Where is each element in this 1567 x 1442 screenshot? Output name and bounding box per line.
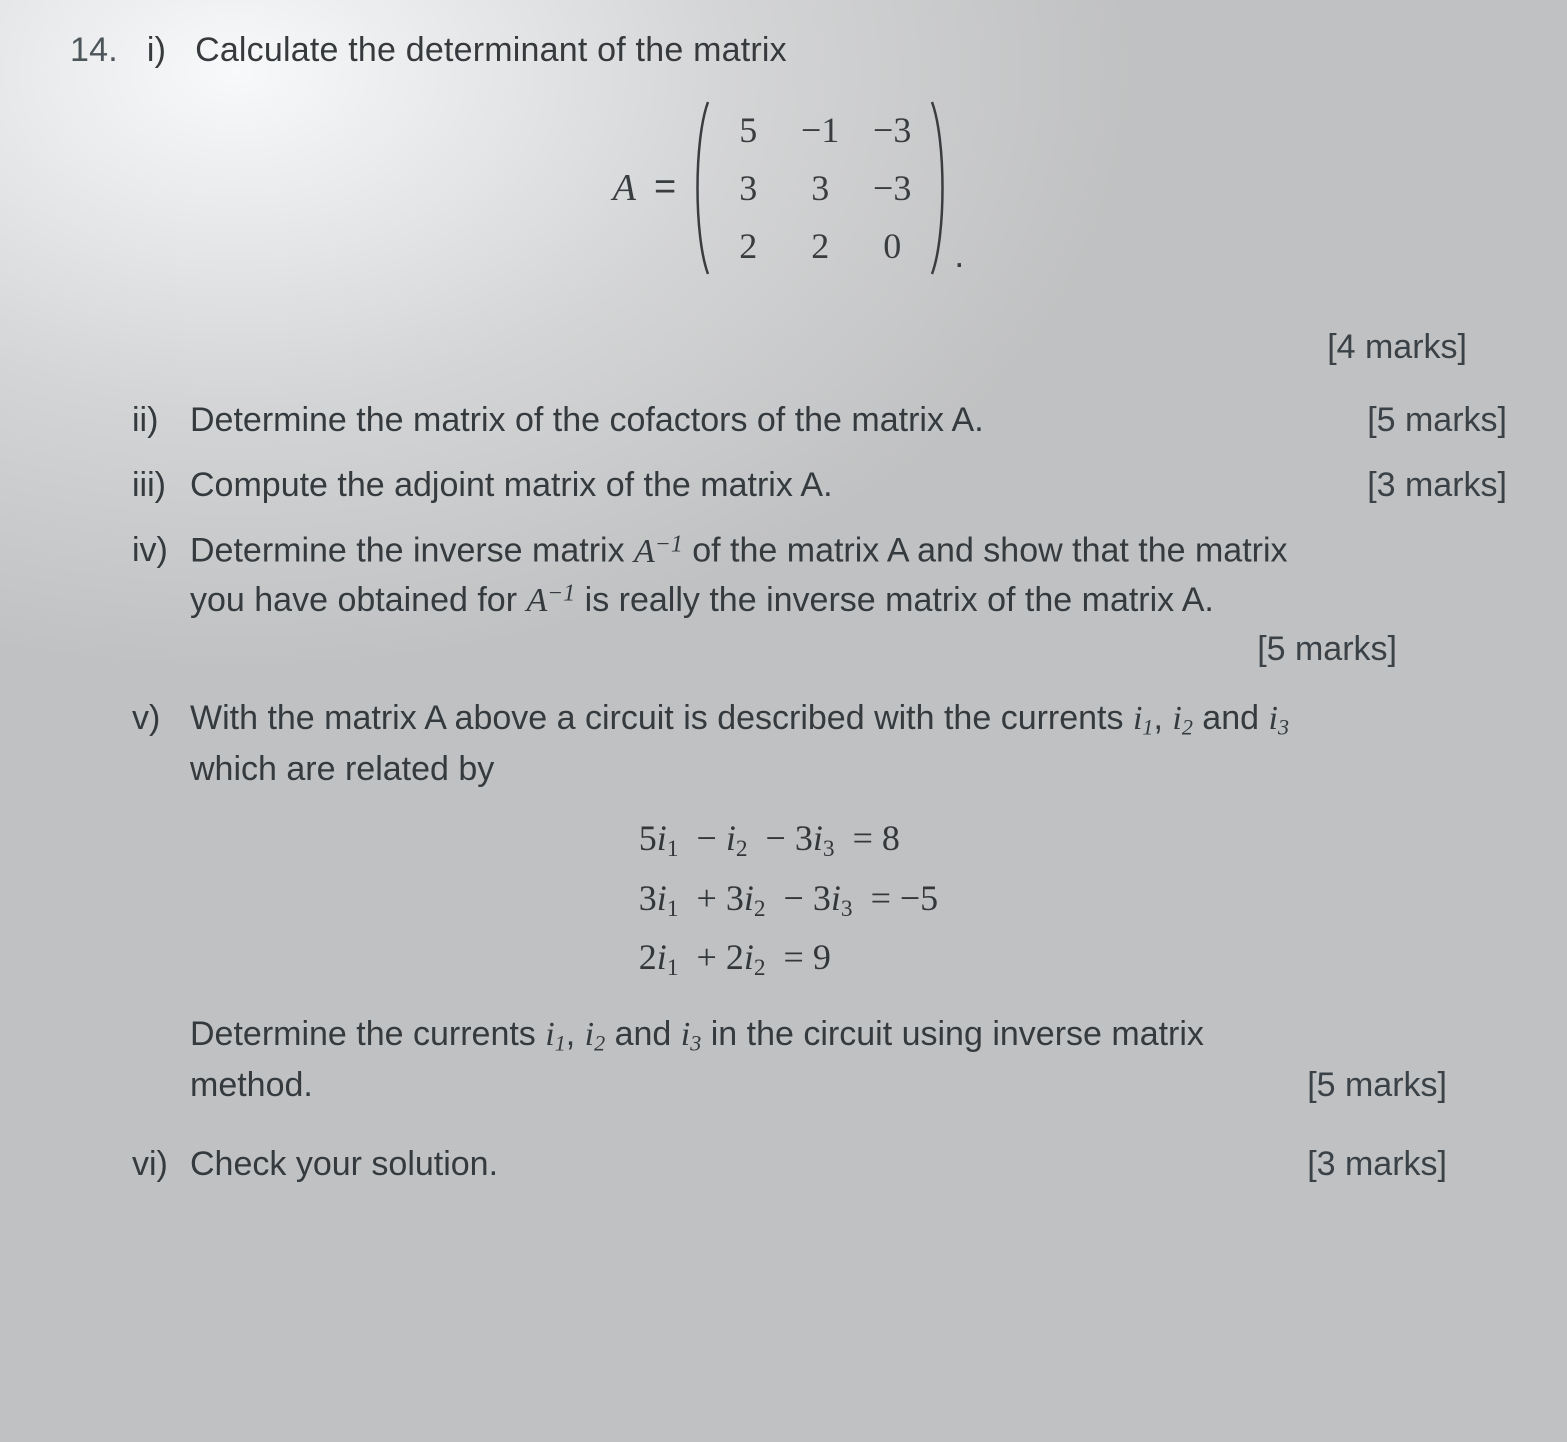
current-i2: i2 bbox=[585, 1016, 606, 1053]
matrix-cell: 2 bbox=[739, 225, 757, 267]
matrix-cell: −1 bbox=[801, 109, 839, 151]
part-v-determine: Determine the currents i1, i2 and i3 in … bbox=[190, 1009, 1507, 1060]
matrix-label: A bbox=[613, 166, 636, 210]
matrix-block: A = 5 −1 −3 3 3 −3 2 2 0 bbox=[70, 100, 1507, 276]
current-i1: i1 bbox=[1133, 700, 1154, 737]
matrix-period: . bbox=[954, 234, 964, 276]
part-iii: iii) Compute the adjoint matrix of the m… bbox=[132, 466, 1507, 505]
part-i-line: 14. i) Calculate the determinant of the … bbox=[70, 28, 1507, 74]
matrix-equals: = bbox=[654, 166, 676, 209]
equation-1: 5i1 − i2 − 3i3 = 8 bbox=[639, 809, 938, 868]
matrix-cell: −3 bbox=[873, 109, 911, 151]
part-iv-line2-prefix: you have obtained for bbox=[190, 581, 526, 619]
equation-2: 3i1 + 3i2 − 3i3 = −5 bbox=[639, 869, 938, 928]
question-number: 14. bbox=[70, 31, 118, 69]
part-iii-text: Compute the adjoint matrix of the matrix… bbox=[190, 466, 1343, 505]
part-i-roman: i) bbox=[147, 31, 166, 69]
matrix-equation: A = 5 −1 −3 3 3 −3 2 2 0 bbox=[613, 100, 964, 276]
matrix-cell: 2 bbox=[811, 225, 829, 267]
part-ii-roman: ii) bbox=[132, 401, 190, 440]
part-v-det-line2-row: method. [5 marks] bbox=[190, 1066, 1507, 1105]
matrix-grid: 5 −1 −3 3 3 −3 2 2 0 bbox=[712, 101, 928, 275]
part-i-text: Calculate the determinant of the matrix bbox=[195, 31, 787, 69]
part-v-line1-prefix: With the matrix A above a circuit is des… bbox=[190, 699, 1133, 737]
part-iv-line1-prefix: Determine the inverse matrix bbox=[190, 532, 634, 570]
current-i3: i3 bbox=[681, 1016, 702, 1053]
part-ii: ii) Determine the matrix of the cofactor… bbox=[132, 401, 1507, 440]
equation-lines: 5i1 − i2 − 3i3 = 8 3i1 + 3i2 − 3i3 = −5 … bbox=[639, 809, 938, 987]
part-v-roman: v) bbox=[132, 699, 190, 738]
part-iv-marks: [5 marks] bbox=[70, 630, 1397, 669]
part-iv-line2: you have obtained for A−1 is really the … bbox=[190, 575, 1507, 626]
part-v-det-prefix: Determine the currents bbox=[190, 1015, 545, 1053]
part-vi-text: Check your solution. bbox=[190, 1145, 1283, 1184]
part-iv-line1-mid: of the matrix A and show that the matrix bbox=[683, 532, 1288, 570]
part-i-marks: [4 marks] bbox=[70, 328, 1467, 367]
equation-system: 5i1 − i2 − 3i3 = 8 3i1 + 3i2 − 3i3 = −5 … bbox=[70, 809, 1507, 987]
current-i3: i3 bbox=[1268, 700, 1289, 737]
part-iv: iv) Determine the inverse matrix A−1 of … bbox=[132, 531, 1507, 571]
right-paren-icon bbox=[928, 100, 950, 276]
part-iii-roman: iii) bbox=[132, 466, 190, 505]
matrix-cell: −3 bbox=[873, 167, 911, 209]
part-iv-line1: Determine the inverse matrix A−1 of the … bbox=[190, 531, 1507, 571]
part-ii-marks: [5 marks] bbox=[1367, 401, 1507, 440]
a-inverse: A−1 bbox=[634, 533, 683, 570]
part-iv-roman: iv) bbox=[132, 531, 190, 570]
part-vi-marks: [3 marks] bbox=[1307, 1145, 1447, 1184]
part-v-line1-suffix: and bbox=[1193, 699, 1269, 737]
exam-page: 14. i) Calculate the determinant of the … bbox=[0, 0, 1567, 1442]
part-vi: vi) Check your solution. [3 marks] bbox=[132, 1145, 1507, 1184]
matrix-cell: 3 bbox=[739, 167, 757, 209]
part-v-marks: [5 marks] bbox=[1307, 1066, 1447, 1105]
matrix-cell: 3 bbox=[811, 167, 829, 209]
part-v-det-suffix: in the circuit using inverse matrix bbox=[701, 1015, 1204, 1053]
matrix-cell: 5 bbox=[739, 109, 757, 151]
part-v-line2: which are related by bbox=[190, 744, 1507, 795]
current-i2: i2 bbox=[1172, 700, 1193, 737]
part-v-line1: With the matrix A above a circuit is des… bbox=[190, 699, 1507, 741]
part-iii-marks: [3 marks] bbox=[1367, 466, 1507, 505]
equation-3: 2i1 + 2i2 = 9 bbox=[639, 928, 938, 987]
matrix-cell: 0 bbox=[883, 225, 901, 267]
part-v: v) With the matrix A above a circuit is … bbox=[132, 699, 1507, 741]
part-iv-line2-suffix: is really the inverse matrix of the matr… bbox=[575, 581, 1214, 619]
part-ii-text: Determine the matrix of the cofactors of… bbox=[190, 401, 1343, 440]
a-inverse: A−1 bbox=[526, 582, 575, 619]
part-v-det-mid: and bbox=[605, 1015, 681, 1053]
part-v-det-line2: method. bbox=[190, 1066, 1283, 1105]
left-paren-icon bbox=[690, 100, 712, 276]
part-vi-roman: vi) bbox=[132, 1145, 190, 1184]
current-i1: i1 bbox=[545, 1016, 566, 1053]
